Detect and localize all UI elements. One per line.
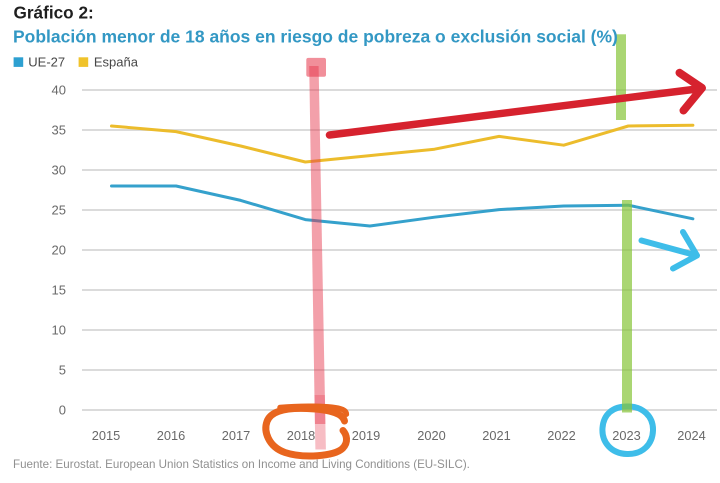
svg-text:2022: 2022	[547, 428, 575, 443]
svg-text:España: España	[94, 55, 139, 70]
svg-text:0: 0	[59, 403, 66, 418]
svg-text:30: 30	[52, 163, 66, 178]
svg-text:2016: 2016	[157, 428, 185, 443]
svg-text:Población menor de 18 años en: Población menor de 18 años en riesgo de …	[13, 27, 618, 47]
svg-text:15: 15	[52, 283, 66, 298]
svg-text:Gráfico 2:: Gráfico 2:	[14, 3, 94, 23]
svg-text:20: 20	[52, 243, 66, 258]
svg-text:2017: 2017	[222, 428, 250, 443]
svg-text:2023: 2023	[612, 428, 640, 443]
svg-text:2024: 2024	[677, 428, 705, 443]
svg-text:35: 35	[52, 123, 66, 138]
svg-text:2021: 2021	[482, 428, 510, 443]
svg-text:5: 5	[59, 363, 66, 378]
svg-text:2015: 2015	[92, 428, 120, 443]
svg-text:UE-27: UE-27	[28, 55, 65, 70]
svg-text:2019: 2019	[352, 428, 380, 443]
svg-text:40: 40	[52, 83, 66, 98]
svg-text:2018: 2018	[287, 428, 315, 443]
svg-text:2020: 2020	[417, 428, 445, 443]
svg-text:10: 10	[52, 323, 66, 338]
svg-text:25: 25	[52, 203, 66, 218]
svg-text:Fuente: Eurostat. European Uni: Fuente: Eurostat. European Union Statist…	[13, 458, 470, 471]
